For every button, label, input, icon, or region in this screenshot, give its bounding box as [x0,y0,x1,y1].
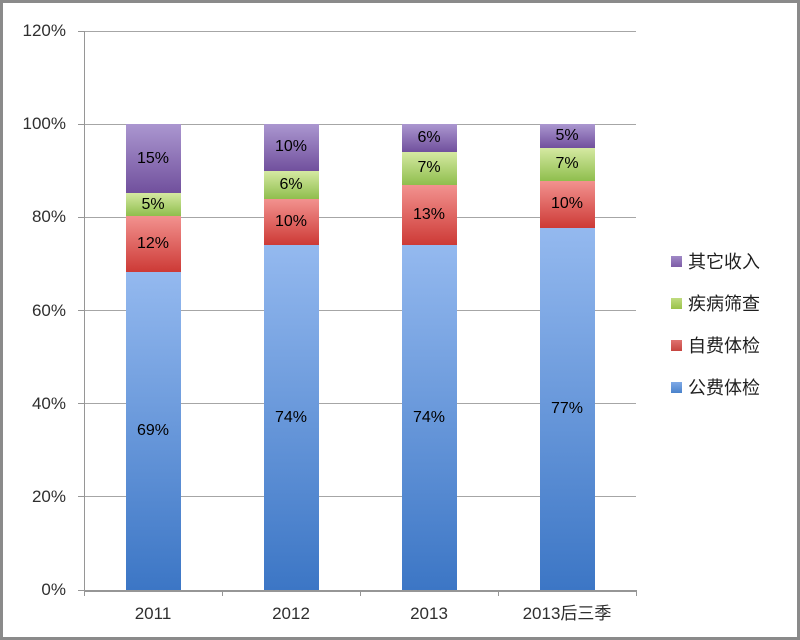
bar-segment: 69% [125,271,181,590]
bar-segment-label: 10% [274,212,308,230]
x-axis-category-label: 2013 [410,604,448,623]
bar-segment: 10% [539,180,595,228]
y-axis-tick-label: 80% [31,207,66,227]
y-axis-tick-label: 100% [22,114,66,134]
y-axis-tick [78,30,84,32]
y-axis-tick [78,589,84,591]
bar-segment: 74% [401,245,457,590]
bar-segment: 77% [539,227,595,590]
bar-segment-label: 10% [274,138,308,156]
y-axis-tick [78,403,84,405]
bar-segment: 6% [263,170,319,199]
gridline [84,123,636,125]
y-axis-tick [78,310,84,311]
bar-segment-label: 13% [412,205,446,223]
bar-segment-label: 7% [555,155,579,173]
y-axis-tick [78,123,84,125]
gridline [84,403,636,405]
y-axis-tick-label: 60% [31,300,66,320]
bar-segment-label: 6% [417,129,441,147]
x-axis-tick [359,590,361,596]
x-axis-category-label: 2012 [272,604,310,623]
y-axis-tick [78,216,84,218]
bar-segment-label: 69% [136,421,170,439]
bar-segment: 7% [401,152,457,185]
gridline [84,496,636,498]
bar-segment-label: 5% [141,195,165,213]
x-axis-tick [497,590,499,596]
bar-segment-label: 74% [412,408,446,426]
y-axis-tick [78,496,84,498]
bar-segment-label: 12% [136,235,170,253]
y-axis-tick-label: 40% [31,393,66,413]
bar-segment: 7% [539,147,595,181]
bar-segment: 15% [125,124,181,194]
bar-segment: 10% [263,198,319,246]
y-axis-tick-label: 20% [31,486,66,506]
gridline [84,216,636,218]
x-axis-tick [221,590,223,596]
plot-area: 120% 100% 80% 60% 40% 20% 0% 69% 12% 5% 15% 2011 74%… [3,3,797,637]
bar-segment: 6% [401,124,457,153]
bar-segment-label: 7% [417,159,441,177]
y-axis-tick-label: 0% [41,580,66,599]
bar-segment-label: 6% [279,175,303,193]
x-axis-tick [635,590,637,596]
bar-segment: 12% [125,216,181,272]
x-axis-category-label: 2013后三季 [522,604,612,623]
bar-segment-label: 74% [274,408,308,426]
y-axis-tick-label: 120% [22,21,66,40]
bar-segment: 5% [539,124,595,148]
bar-segment: 13% [401,184,457,246]
bar-segment-label: 10% [550,195,584,213]
gridline [84,310,636,311]
bar-segment-label: 5% [555,126,579,144]
gridline [84,30,636,32]
bar-segment: 74% [263,245,319,590]
x-axis-category-label: 2011 [134,604,172,623]
x-axis-tick [83,590,85,596]
bar-segment-label: 77% [550,399,584,417]
bar-segment: 10% [263,124,319,171]
y-axis-line [83,31,85,590]
bar-segment-label: 15% [136,149,170,167]
bar-segment: 5% [125,193,181,217]
